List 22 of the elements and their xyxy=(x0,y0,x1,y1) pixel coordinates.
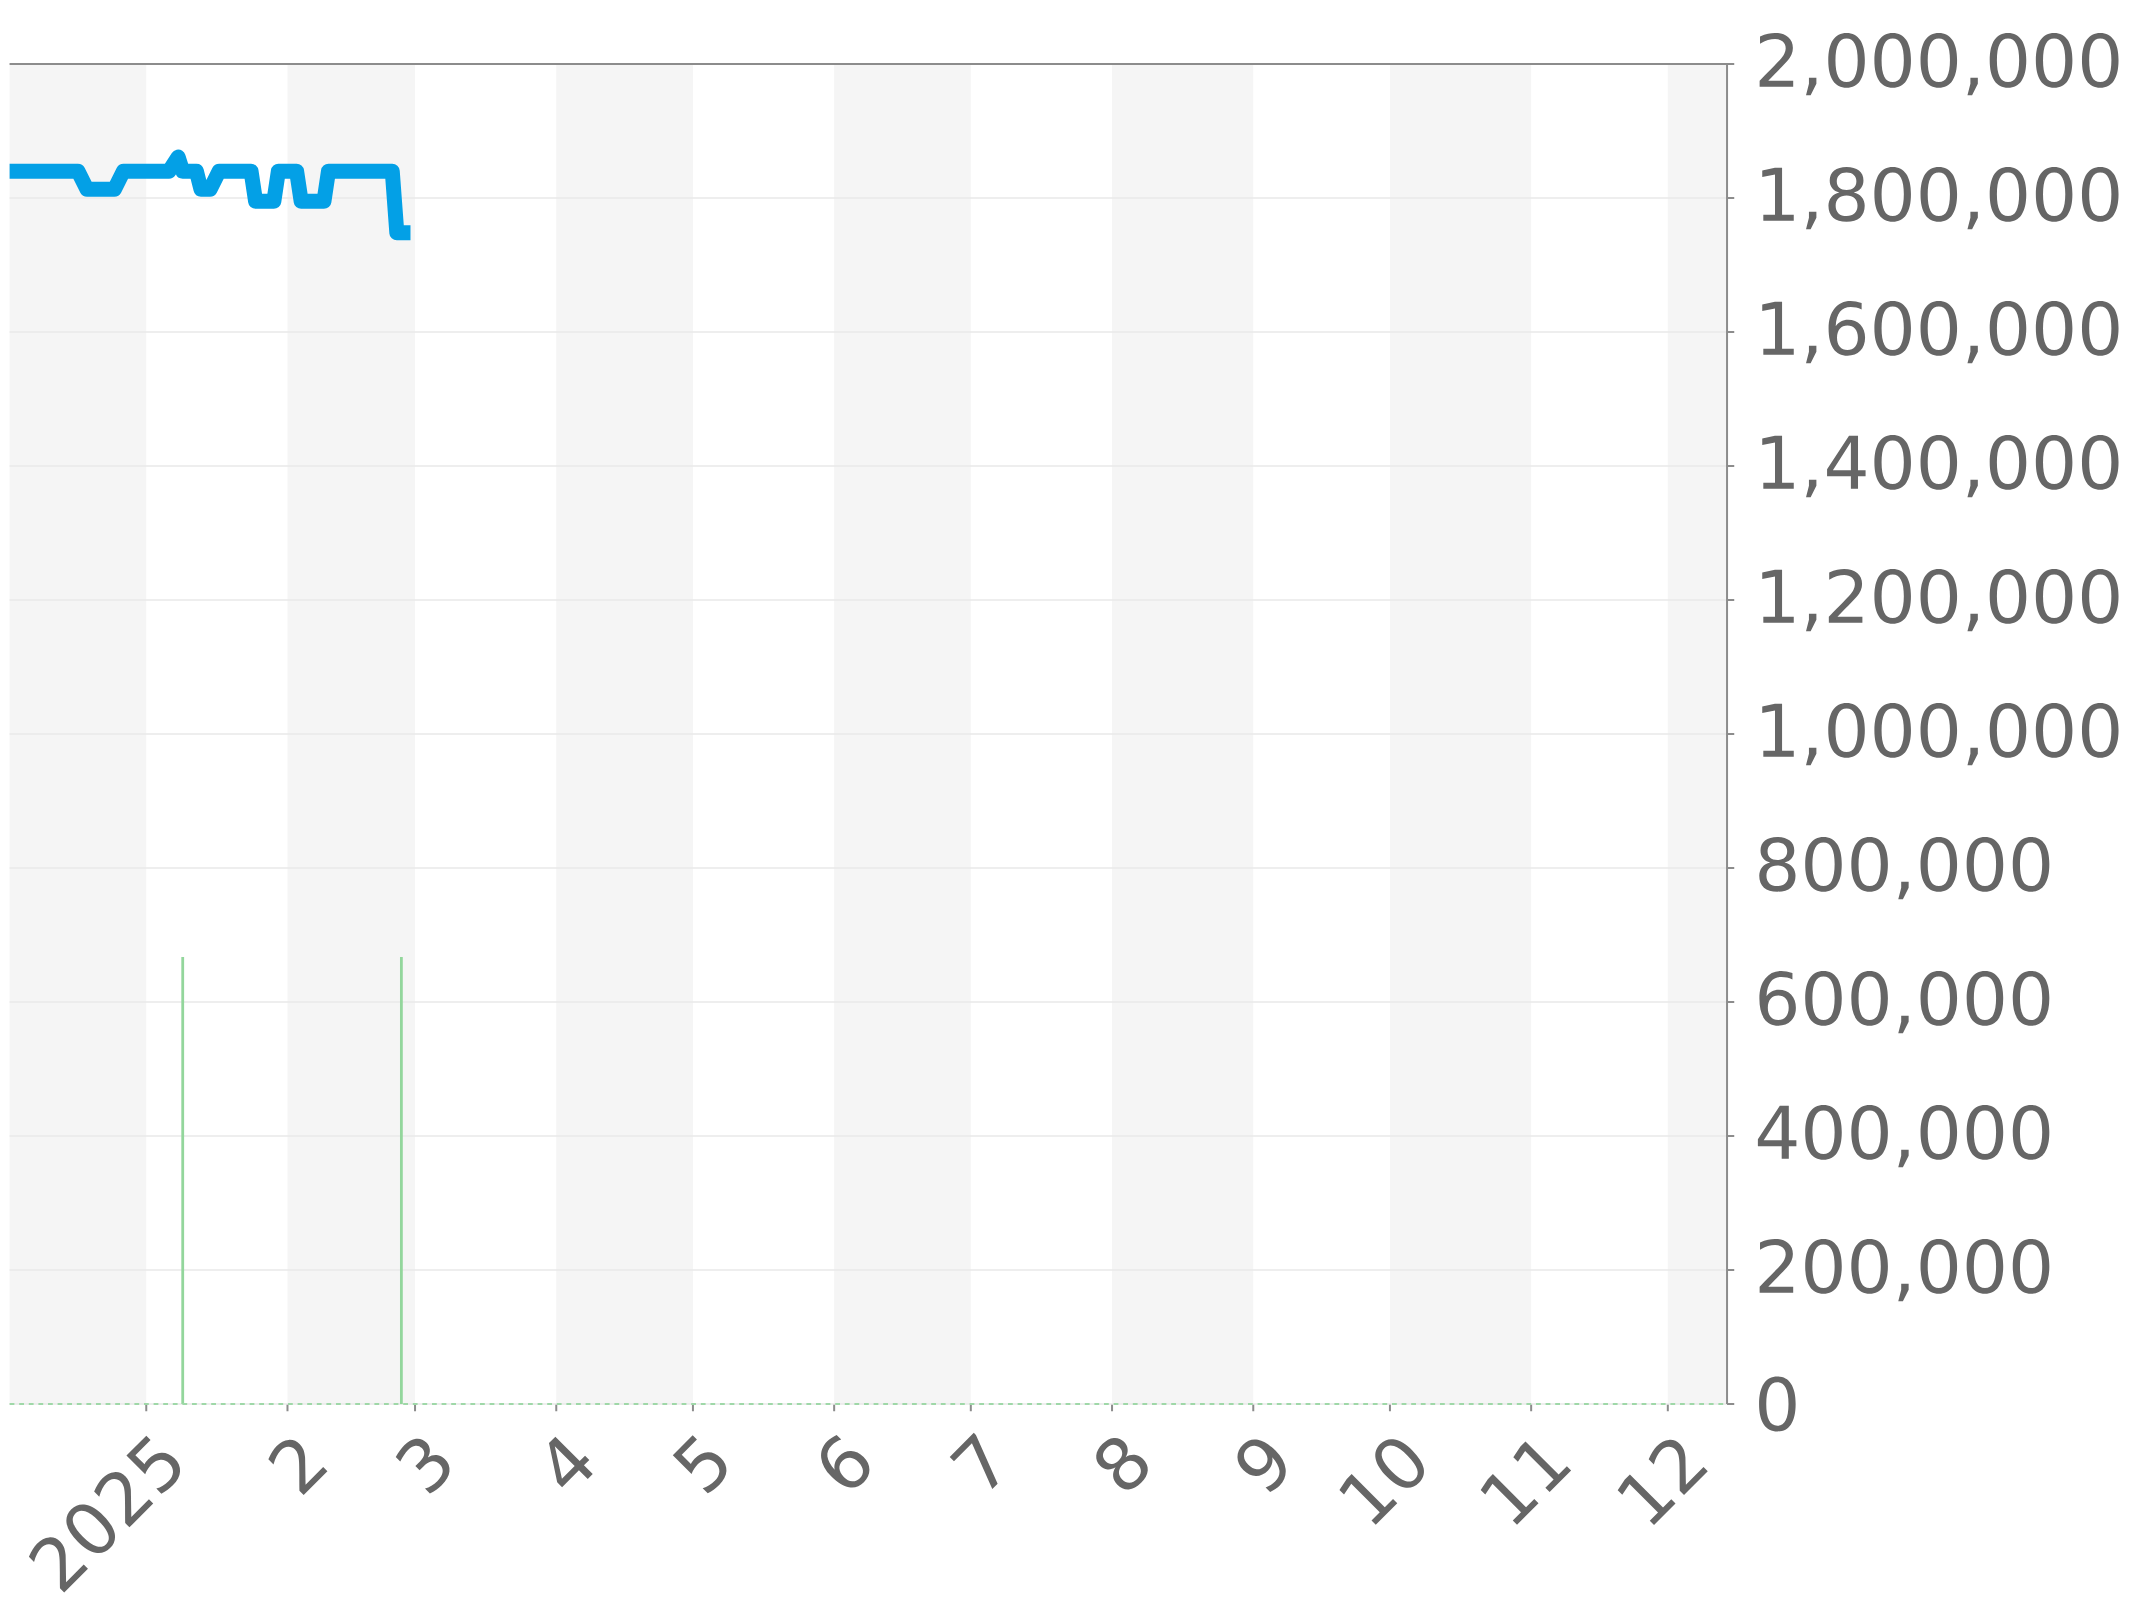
x-tick-label: 5 xyxy=(672,1435,727,1494)
x-tick-label: 6 xyxy=(821,1434,870,1488)
y-tick-label: 200,000 xyxy=(1759,1238,2050,1302)
x-tick-label: 12 xyxy=(1617,1439,1708,1526)
x-tick-label: 10 xyxy=(1339,1439,1424,1525)
x-tick-label: 9 xyxy=(1237,1439,1286,1493)
y-tick-label: 800,000 xyxy=(1759,836,2050,900)
y-tick-label: 2,000,000 xyxy=(1759,32,2119,96)
x-tick-label: 7 xyxy=(949,1432,998,1490)
x-tick-label: 3 xyxy=(395,1438,450,1494)
y-tick-label: 1,600,000 xyxy=(1762,300,2119,364)
x-tick-label: 4 xyxy=(549,1436,593,1488)
x-tick-label: 8 xyxy=(1096,1437,1148,1490)
y-tick-label: 1,800,000 xyxy=(1762,166,2119,230)
y-tick-label: 1,200,000 xyxy=(1762,568,2119,632)
y-tick-label: 600,000 xyxy=(1759,970,2050,1034)
y-tick-label: 400,000 xyxy=(1757,1104,2050,1168)
x-tick-label: 11 xyxy=(1480,1441,1572,1525)
y-tick-label: 0 xyxy=(1759,1376,1796,1432)
x-tick-label: 2 xyxy=(268,1439,328,1496)
y-tick-label: 1,000,000 xyxy=(1762,702,2119,766)
y-tick-label: 1,400,000 xyxy=(1762,434,2119,498)
